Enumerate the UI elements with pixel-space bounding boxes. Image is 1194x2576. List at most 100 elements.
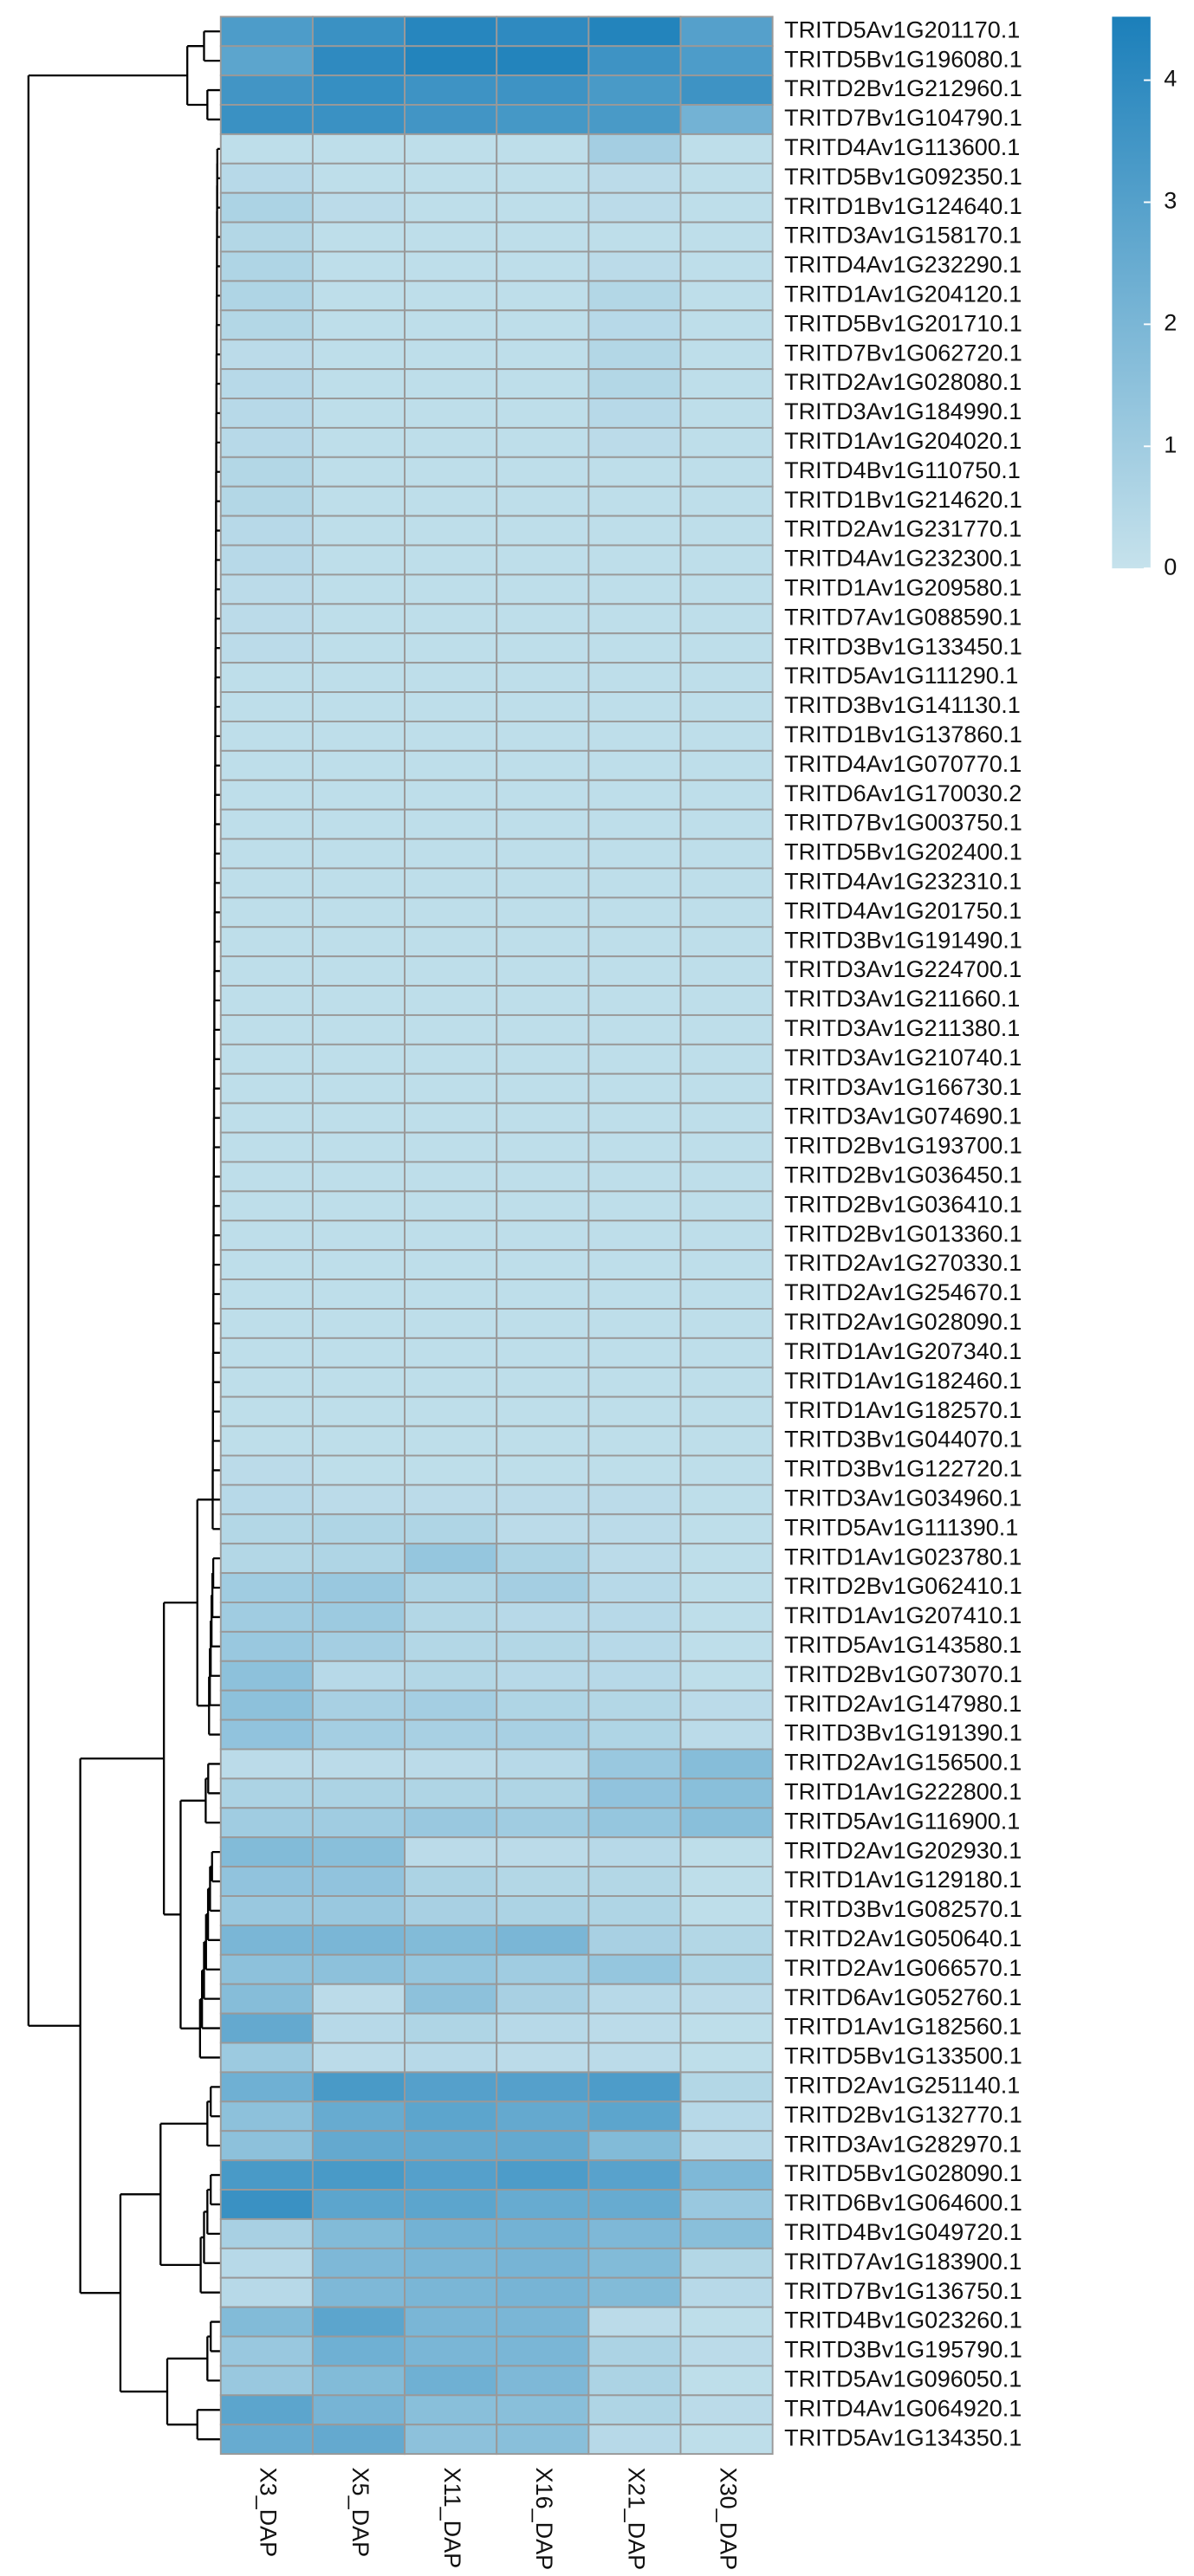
row-label: TRITD3Av1G166730.1 (784, 1074, 1022, 1100)
row-label: TRITD5Av1G111290.1 (784, 663, 1018, 689)
heatmap-cell (404, 250, 498, 282)
heatmap-cell (679, 2247, 774, 2279)
heatmap-cell (311, 632, 406, 664)
heatmap-cell (404, 398, 498, 429)
heatmap-cell (587, 1748, 682, 1780)
column-label: X3_DAP (256, 2468, 282, 2558)
heatmap-cell (311, 133, 406, 165)
row-label: TRITD2Av1G270330.1 (784, 1250, 1022, 1276)
heatmap-cell (219, 2130, 314, 2162)
heatmap-cell (679, 1072, 774, 1104)
heatmap-cell (496, 162, 590, 194)
heatmap-cell (219, 1836, 314, 1868)
heatmap-cell (311, 2042, 406, 2074)
heatmap-cell (219, 1689, 314, 1721)
heatmap-cell (311, 2247, 406, 2279)
heatmap-cell (404, 1278, 498, 1310)
heatmap-cell (679, 2159, 774, 2191)
heatmap-cell (311, 1689, 406, 1721)
heatmap-cell (219, 2365, 314, 2397)
heatmap-cell (404, 1190, 498, 1222)
heatmap-cell (219, 1249, 314, 1281)
heatmap-cell (219, 2189, 314, 2220)
heatmap-cell (311, 309, 406, 341)
heatmap-cell (496, 1513, 590, 1545)
heatmap-cell (404, 632, 498, 664)
heatmap-cell (679, 720, 774, 752)
heatmap-cell (587, 1425, 682, 1457)
heatmap-cell (404, 2247, 498, 2279)
heatmap-cell (679, 691, 774, 722)
row-label: TRITD5Bv1G201710.1 (784, 310, 1022, 336)
heatmap-cell (496, 779, 590, 811)
heatmap-cell (496, 867, 590, 899)
heatmap-cell (679, 632, 774, 664)
row-label: TRITD3Bv1G195790.1 (784, 2337, 1022, 2363)
dendrogram-branches (27, 30, 221, 2441)
heatmap-cell (219, 1513, 314, 1545)
heatmap-cell (311, 2012, 406, 2044)
heatmap-cell (404, 104, 498, 135)
heatmap-cell (587, 426, 682, 458)
heatmap-cell (311, 1337, 406, 1369)
heatmap-cell (496, 280, 590, 312)
heatmap-cell (311, 1161, 406, 1193)
heatmap-cell (404, 1395, 498, 1427)
heatmap-cell (496, 1718, 590, 1751)
row-label: TRITD4Av1G232290.1 (784, 252, 1022, 278)
heatmap-cell (404, 133, 498, 165)
heatmap-cell (496, 339, 590, 371)
row-label: TRITD3Av1G184990.1 (784, 398, 1022, 424)
row-label: TRITD1Av1G207340.1 (784, 1338, 1022, 1364)
row-label: TRITD4Bv1G110750.1 (784, 457, 1021, 483)
heatmap-cell (404, 662, 498, 693)
heatmap-cell (311, 45, 406, 77)
heatmap-cell (311, 1366, 406, 1398)
heatmap-cell (679, 1131, 774, 1163)
row-label: TRITD6Av1G170030.2 (784, 780, 1022, 806)
heatmap-cell (404, 867, 498, 899)
heatmap-cell (219, 838, 314, 870)
heatmap-cell (587, 250, 682, 282)
row-label: TRITD3Bv1G191490.1 (784, 927, 1022, 953)
heatmap-cell (311, 74, 406, 106)
heatmap-cell (679, 74, 774, 106)
heatmap-cell (311, 2100, 406, 2133)
legend-tick-label: 4 (1164, 66, 1177, 92)
row-label: TRITD4Av1G113600.1 (784, 134, 1020, 160)
heatmap-cell (311, 2394, 406, 2426)
heatmap-cell (311, 603, 406, 635)
heatmap-cell (404, 485, 498, 517)
row-label: TRITD2Bv1G013360.1 (784, 1220, 1022, 1246)
heatmap-cell (587, 1072, 682, 1104)
heatmap-cell (219, 2217, 314, 2249)
heatmap-cell (496, 1220, 590, 1252)
row-label: TRITD3Av1G282970.1 (784, 2131, 1022, 2157)
heatmap-cell (219, 544, 314, 576)
heatmap-cell (679, 985, 774, 1016)
heatmap-cell (587, 2276, 682, 2308)
heatmap-cell (679, 1630, 774, 1662)
heatmap-cell (219, 1953, 314, 1985)
heatmap-cell (311, 749, 406, 781)
heatmap-cell (404, 1337, 498, 1369)
heatmap-cell (404, 896, 498, 929)
heatmap-cell (311, 162, 406, 194)
heatmap-cell (404, 691, 498, 722)
heatmap-cell (587, 1630, 682, 1662)
heatmap-cell (404, 16, 498, 48)
heatmap-cell (496, 1543, 590, 1575)
heatmap-cell (219, 720, 314, 752)
heatmap-cell (311, 250, 406, 282)
heatmap-cell (679, 280, 774, 312)
heatmap-cell (496, 309, 590, 341)
heatmap-cell (219, 1131, 314, 1163)
heatmap-cell (587, 456, 682, 488)
heatmap-cell (496, 2159, 590, 2191)
heatmap-cell (587, 1689, 682, 1721)
heatmap-cell (219, 104, 314, 135)
row-label: TRITD2Bv1G212960.1 (784, 75, 1022, 101)
heatmap-cell (404, 1866, 498, 1897)
heatmap-cell (496, 221, 590, 253)
heatmap-cell (679, 1337, 774, 1369)
